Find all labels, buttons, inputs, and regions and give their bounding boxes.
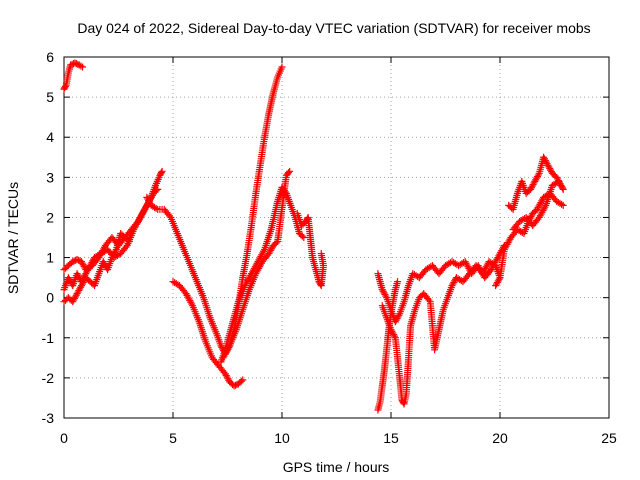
y-tick-label: 1 bbox=[46, 250, 54, 266]
data-point bbox=[425, 296, 433, 304]
data-point bbox=[102, 247, 110, 255]
x-tick-label: 15 bbox=[383, 430, 399, 446]
data-point bbox=[558, 184, 566, 192]
data-point bbox=[521, 214, 529, 222]
y-tick-label: 4 bbox=[46, 129, 54, 145]
y-tick-label: 0 bbox=[46, 290, 54, 306]
data-point bbox=[61, 82, 69, 90]
y-tick-label: -1 bbox=[42, 330, 55, 346]
data-point bbox=[457, 277, 465, 285]
data-point bbox=[559, 201, 567, 209]
x-tick-label: 20 bbox=[492, 430, 508, 446]
data-point bbox=[166, 212, 174, 220]
data-point bbox=[559, 185, 567, 193]
x-tick-label: 5 bbox=[169, 430, 177, 446]
data-point bbox=[188, 300, 196, 308]
data-point bbox=[158, 167, 166, 175]
data-point bbox=[298, 232, 306, 240]
data-point bbox=[414, 273, 422, 281]
series-dip-a bbox=[143, 63, 286, 358]
x-tick-label: 25 bbox=[601, 430, 617, 446]
data-point bbox=[111, 247, 119, 255]
data-point bbox=[553, 178, 561, 186]
data-point bbox=[395, 311, 403, 319]
data-point bbox=[278, 63, 286, 71]
series-morning-b bbox=[60, 185, 162, 294]
data-point bbox=[157, 169, 165, 177]
data-point bbox=[558, 200, 566, 208]
data-point bbox=[260, 247, 268, 255]
data-point bbox=[74, 60, 82, 68]
y-axis-label: SDTVAR / TECUs bbox=[5, 182, 21, 294]
data-point bbox=[286, 167, 294, 175]
data-point bbox=[125, 238, 133, 246]
x-tick-label: 10 bbox=[274, 430, 290, 446]
axis-ticks bbox=[63, 56, 610, 419]
data-point bbox=[79, 63, 87, 71]
series-afternoon-b bbox=[378, 258, 504, 408]
data-point bbox=[122, 243, 130, 251]
plot-frame bbox=[63, 56, 610, 419]
data-point bbox=[394, 278, 402, 286]
y-tick-label: -3 bbox=[42, 410, 55, 426]
series-dip-b bbox=[169, 278, 247, 390]
data-point bbox=[495, 275, 503, 283]
data-point bbox=[534, 171, 542, 179]
data-point bbox=[225, 344, 233, 352]
data-point bbox=[285, 169, 293, 177]
data-point bbox=[317, 250, 325, 258]
chart-title: Day 024 of 2022, Sidereal Day-to-day VTE… bbox=[77, 20, 590, 36]
series-early-high bbox=[60, 59, 87, 93]
data-point bbox=[152, 204, 160, 212]
series-recovery-b bbox=[219, 167, 294, 362]
data-points bbox=[60, 59, 567, 414]
data-point bbox=[382, 292, 390, 300]
data-point bbox=[541, 203, 549, 211]
x-tick-label: 0 bbox=[60, 430, 68, 446]
data-point bbox=[154, 185, 162, 193]
data-point bbox=[152, 187, 160, 195]
y-tick-label: -2 bbox=[42, 370, 55, 386]
data-point bbox=[77, 62, 85, 70]
series-morning-c bbox=[60, 229, 133, 306]
y-tick-label: 5 bbox=[46, 89, 54, 105]
data-point bbox=[427, 263, 435, 271]
series-evening-b bbox=[505, 153, 567, 213]
data-point bbox=[239, 376, 247, 384]
y-tick-label: 6 bbox=[46, 49, 54, 65]
y-tick-label: 2 bbox=[46, 209, 54, 225]
data-point bbox=[124, 236, 132, 244]
data-point bbox=[300, 234, 308, 241]
y-tick-label: 3 bbox=[46, 169, 54, 185]
axis-tick-labels: 0 5 10 15 20 25 -3 -2 -1 0 1 2 3 4 5 6 bbox=[42, 49, 617, 446]
data-point bbox=[555, 177, 563, 185]
series-late-morning bbox=[293, 209, 327, 290]
series-evening-c bbox=[509, 177, 563, 233]
data-point bbox=[237, 377, 245, 385]
data-point bbox=[390, 332, 398, 340]
grid bbox=[64, 57, 609, 418]
x-axis-label: GPS time / hours bbox=[283, 459, 390, 475]
